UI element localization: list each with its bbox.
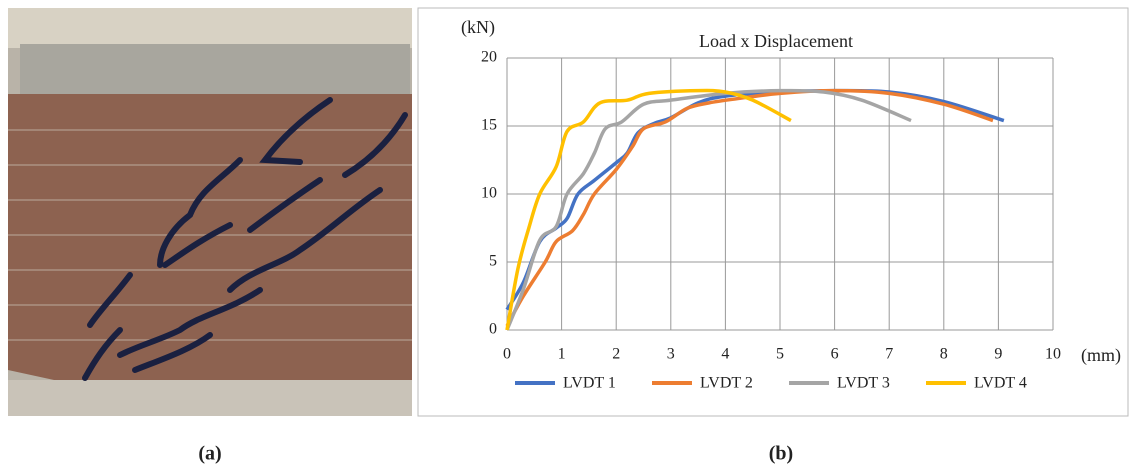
x-tick-label: 7 [885,346,893,363]
data-line [505,88,912,331]
data-line [505,88,994,327]
x-tick-label: 0 [503,346,511,363]
y-tick-label: 10 [481,185,497,202]
photo [8,8,412,416]
x-tick-label: 9 [994,346,1002,363]
panel-label: (a) [198,443,221,465]
y-tick-label: 20 [481,49,497,66]
y-tick-label: 5 [489,253,497,270]
legend-label: LVDT 1 [563,375,616,392]
x-tick-label: 5 [776,346,784,363]
y-tick-label: 0 [489,321,497,338]
x-tick-label: 4 [721,346,729,363]
legend-label: LVDT 2 [700,375,753,392]
x-tick-label: 2 [612,346,620,363]
data-line [505,88,792,331]
legend-label: LVDT 3 [837,375,890,392]
x-tick-label: 10 [1045,346,1061,363]
x-tick-label: 3 [667,346,675,363]
x-tick-label: 8 [940,346,948,363]
x-axis-label: (mm) [1081,345,1121,366]
x-tick-label: 6 [831,346,839,363]
x-tick-label: 1 [558,346,566,363]
y-axis-label: (kN) [461,17,495,38]
panel-label: (b) [769,443,793,465]
y-tick-label: 15 [481,117,497,134]
chart-frame [417,7,1129,417]
legend-label: LVDT 4 [974,375,1027,392]
chart-title: Load x Displacement [699,31,853,51]
